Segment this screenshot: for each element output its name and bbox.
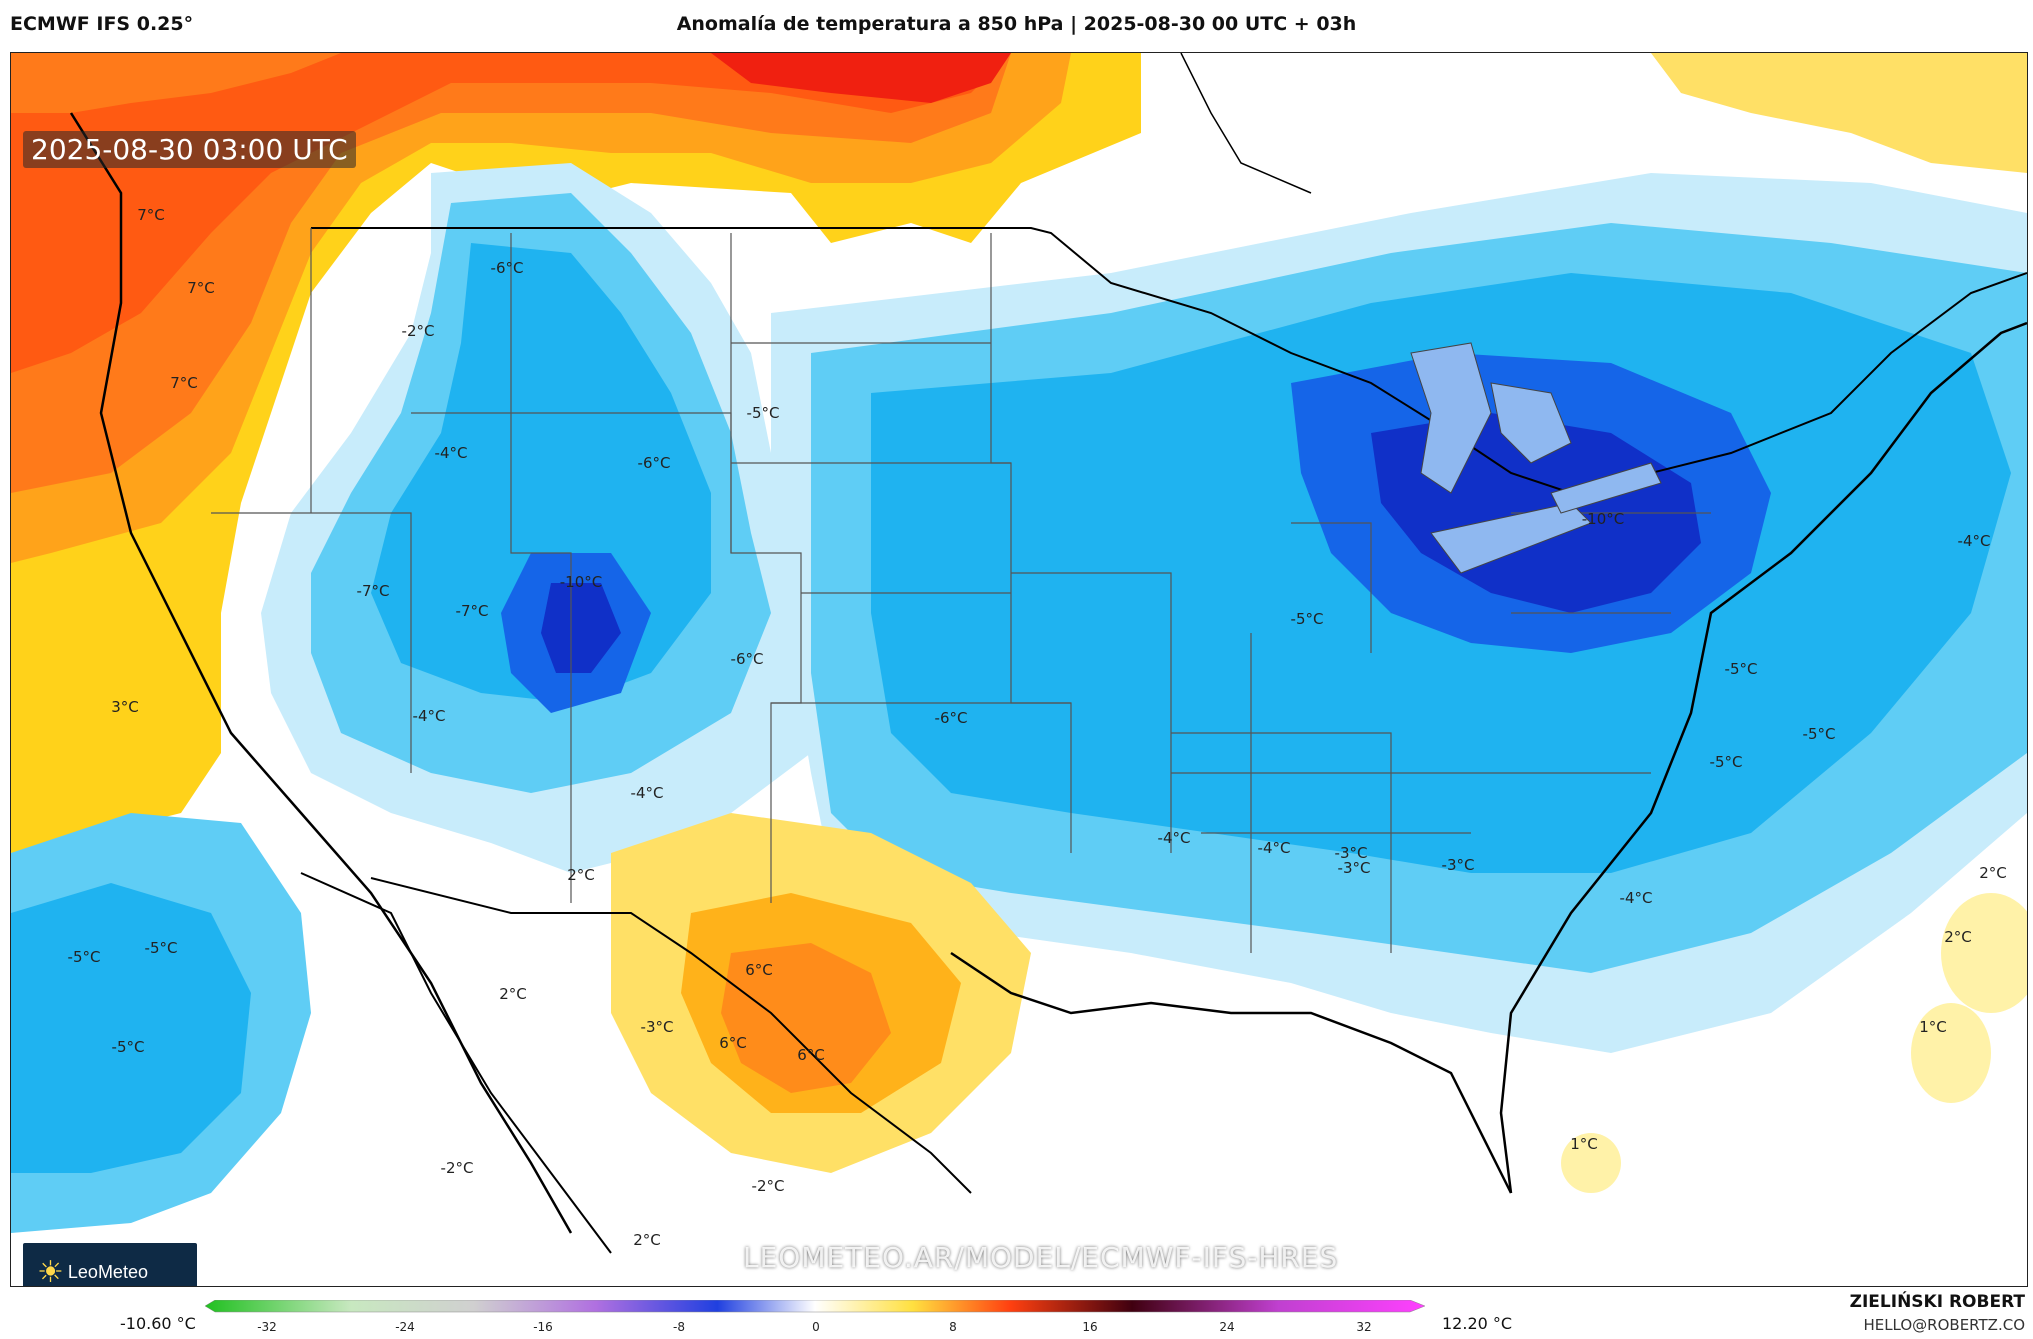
colorbar: -10.60 °C -32 -24 -16 -8 0 8 <box>0 1296 2033 1339</box>
map-panel[interactable]: 2025-08-30 03:00 UTC ☀ LeoMeteo 7°C 7°C … <box>10 52 2028 1287</box>
temp-label: -10°C <box>559 573 603 591</box>
temp-label: 1°C <box>1570 1135 1598 1153</box>
temp-label: 2°C <box>1944 928 1972 946</box>
header: ECMWF IFS 0.25° Anomalía de temperatura … <box>0 0 2033 50</box>
colorbar-tick: -24 <box>395 1320 415 1334</box>
logo-text: LeoMeteo <box>67 1261 148 1282</box>
temp-label: 6°C <box>745 961 773 979</box>
temp-label: -6°C <box>934 709 968 727</box>
colorbar-tick: 32 <box>1356 1320 1371 1334</box>
leometeo-logo[interactable]: ☀ LeoMeteo <box>23 1243 197 1287</box>
temp-label: -10°C <box>1581 510 1625 528</box>
temp-label: -7°C <box>455 602 489 620</box>
temp-label: 3°C <box>111 698 139 716</box>
temp-label: -5°C <box>67 948 101 966</box>
temp-label: 6°C <box>797 1046 825 1064</box>
temp-label: 2°C <box>633 1231 661 1249</box>
temp-label: -2°C <box>401 322 435 340</box>
temp-label: -4°C <box>630 784 664 802</box>
temp-label: 1°C <box>1919 1018 1947 1036</box>
temp-label: -4°C <box>434 444 468 462</box>
temp-label: -4°C <box>1619 889 1653 907</box>
temp-label: 7°C <box>137 206 165 224</box>
temp-label: -2°C <box>751 1177 785 1195</box>
temp-label: -5°C <box>144 939 178 957</box>
temp-label: -2°C <box>440 1159 474 1177</box>
map-title: Anomalía de temperatura a 850 hPa | 2025… <box>676 13 1357 35</box>
author-name: ZIELIŃSKI ROBERT <box>1849 1292 2025 1312</box>
sun-icon: ☀ <box>37 1254 64 1287</box>
temp-label: -5°C <box>746 404 780 422</box>
temp-label: -4°C <box>1957 532 1991 550</box>
temp-label: -5°C <box>1802 725 1836 743</box>
colorbar-tick: 24 <box>1219 1320 1234 1334</box>
temp-label: 6°C <box>719 1034 747 1052</box>
colorbar-tick: 8 <box>949 1320 957 1334</box>
colorbar-min-label: -10.60 °C <box>120 1314 196 1333</box>
temp-label: -6°C <box>490 259 524 277</box>
colorbar-tick: -32 <box>257 1320 277 1334</box>
temp-label: -3°C <box>1334 844 1368 862</box>
temp-label: -3°C <box>1441 856 1475 874</box>
author-email[interactable]: HELLO@ROBERTZ.CO <box>1863 1316 2025 1334</box>
temp-label: -7°C <box>356 582 390 600</box>
colorbar-tick: -8 <box>673 1320 685 1334</box>
temp-label: -4°C <box>412 707 446 725</box>
temp-label: -6°C <box>637 454 671 472</box>
valid-time-badge: 2025-08-30 03:00 UTC <box>23 131 356 168</box>
colorbar-gradient: -32 -24 -16 -8 0 8 16 24 32 <box>205 1300 1425 1334</box>
temp-label: 7°C <box>170 374 198 392</box>
temp-label: -4°C <box>1157 829 1191 847</box>
colorbar-tick: 16 <box>1082 1320 1097 1334</box>
temp-label: 2°C <box>1979 864 2007 882</box>
colorbar-tick: 0 <box>812 1320 820 1334</box>
temp-label: 2°C <box>567 866 595 884</box>
colorbar-tick: -16 <box>533 1320 553 1334</box>
temp-label: 7°C <box>187 279 215 297</box>
temp-label: -5°C <box>111 1038 145 1056</box>
temp-label: -3°C <box>640 1018 674 1036</box>
temp-label: -3°C <box>1337 859 1371 877</box>
source-watermark: LEOMETEO.AR/MODEL/ECMWF-IFS-HRES <box>743 1241 1339 1274</box>
temp-label: -6°C <box>730 650 764 668</box>
anomaly-map <box>11 53 2027 1286</box>
model-name: ECMWF IFS 0.25° <box>10 13 194 35</box>
colorbar-max-label: 12.20 °C <box>1442 1314 1513 1333</box>
temp-label: -5°C <box>1709 753 1743 771</box>
temp-label: -5°C <box>1724 660 1758 678</box>
temp-label: -4°C <box>1257 839 1291 857</box>
temp-label: 2°C <box>499 985 527 1003</box>
temp-label: -5°C <box>1290 610 1324 628</box>
